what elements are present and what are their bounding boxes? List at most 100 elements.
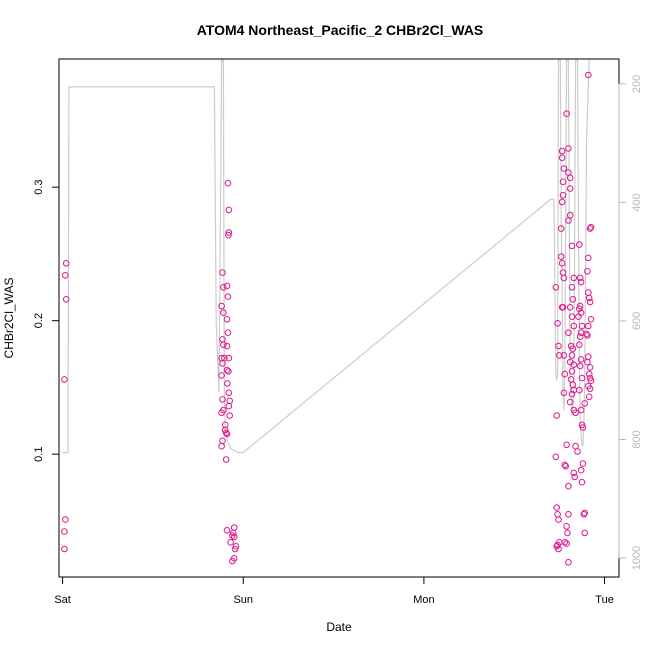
data-point bbox=[585, 393, 593, 401]
data-point bbox=[570, 322, 578, 330]
data-point bbox=[218, 442, 225, 450]
data-point bbox=[222, 456, 230, 463]
data-point bbox=[560, 165, 568, 172]
data-point bbox=[219, 396, 226, 403]
data-point bbox=[576, 241, 583, 248]
data-point bbox=[219, 437, 226, 445]
data-point bbox=[558, 198, 566, 206]
data-point bbox=[565, 511, 572, 518]
y-axis: 0.1 0.2 0.3 bbox=[33, 180, 60, 462]
data-point bbox=[576, 305, 583, 313]
data-point bbox=[562, 462, 570, 470]
data-point bbox=[555, 545, 562, 553]
data-point bbox=[229, 557, 236, 565]
data-point bbox=[554, 541, 561, 549]
data-point bbox=[584, 358, 591, 366]
y-tick-label: 0.3 bbox=[33, 180, 45, 195]
data-point bbox=[585, 294, 593, 302]
data-point bbox=[554, 320, 561, 327]
data-point bbox=[576, 386, 583, 394]
data-point bbox=[578, 322, 586, 330]
data-point bbox=[575, 313, 582, 321]
data-point bbox=[563, 523, 570, 530]
data-point bbox=[225, 231, 232, 239]
data-point bbox=[225, 354, 233, 362]
data-point bbox=[559, 178, 567, 186]
data-point bbox=[577, 309, 585, 317]
data-point bbox=[585, 254, 592, 262]
data-point bbox=[61, 376, 68, 383]
data-point bbox=[586, 225, 594, 232]
data-point bbox=[224, 380, 231, 387]
data-point bbox=[229, 532, 236, 539]
data-point bbox=[555, 342, 562, 350]
data-point bbox=[225, 389, 233, 397]
data-point bbox=[561, 461, 569, 469]
data-point bbox=[577, 356, 585, 363]
data-point bbox=[224, 329, 232, 337]
data-point bbox=[577, 466, 585, 474]
data-point bbox=[563, 110, 570, 117]
data-point bbox=[225, 368, 232, 375]
data-point bbox=[569, 345, 577, 353]
y-tick-label: 0.1 bbox=[33, 447, 45, 462]
data-point bbox=[560, 352, 568, 359]
data-point bbox=[225, 206, 233, 214]
data-point bbox=[572, 409, 579, 417]
data-point bbox=[584, 268, 591, 275]
data-point bbox=[565, 329, 572, 337]
data-point bbox=[230, 533, 238, 541]
data-point bbox=[560, 274, 568, 282]
data-point bbox=[561, 370, 569, 378]
data-point bbox=[563, 540, 570, 547]
data-point bbox=[566, 398, 574, 406]
data-point bbox=[565, 482, 572, 490]
data-point bbox=[568, 242, 576, 250]
data-point bbox=[218, 302, 225, 310]
x-tick-label: Tue bbox=[595, 594, 614, 606]
data-point bbox=[576, 274, 584, 282]
data-point bbox=[585, 322, 592, 330]
data-point bbox=[569, 296, 577, 303]
data-point bbox=[221, 426, 229, 434]
data-point bbox=[554, 511, 561, 518]
y-right-tick-label: 600 bbox=[631, 312, 643, 330]
data-point bbox=[220, 341, 227, 349]
data-point bbox=[223, 316, 231, 323]
y-right-tick-label: 1000 bbox=[631, 546, 643, 570]
data-point bbox=[557, 253, 565, 260]
data-point bbox=[571, 473, 579, 481]
data-point bbox=[581, 509, 589, 517]
data-point bbox=[579, 460, 587, 467]
data-point bbox=[585, 370, 593, 378]
data-point bbox=[580, 511, 588, 518]
data-point bbox=[570, 361, 578, 369]
data-point bbox=[225, 229, 233, 236]
data-point bbox=[587, 377, 595, 385]
chart-title: ATOM4 Northeast_Pacific_2 CHBr2Cl_WAS bbox=[197, 22, 484, 38]
data-point bbox=[574, 448, 581, 455]
data-point bbox=[226, 412, 233, 419]
data-point bbox=[230, 524, 238, 531]
data-point bbox=[223, 430, 231, 438]
data-point bbox=[230, 529, 237, 537]
data-point bbox=[560, 389, 568, 397]
data-point bbox=[62, 272, 69, 279]
data-point bbox=[558, 304, 566, 311]
data-point bbox=[576, 333, 584, 341]
data-point bbox=[221, 354, 228, 362]
data-point bbox=[585, 71, 592, 79]
data-point bbox=[576, 302, 584, 310]
y-right-axis: 200 400 600 800 1000 bbox=[618, 75, 643, 570]
data-point bbox=[566, 174, 574, 182]
data-point bbox=[223, 282, 231, 290]
data-point bbox=[225, 402, 233, 410]
data-point bbox=[62, 260, 70, 267]
data-point bbox=[559, 191, 567, 199]
data-point bbox=[568, 352, 576, 359]
data-point bbox=[578, 478, 586, 486]
data-point bbox=[232, 543, 240, 550]
data-point bbox=[570, 274, 578, 282]
data-point bbox=[220, 284, 227, 291]
data-point bbox=[553, 504, 561, 511]
